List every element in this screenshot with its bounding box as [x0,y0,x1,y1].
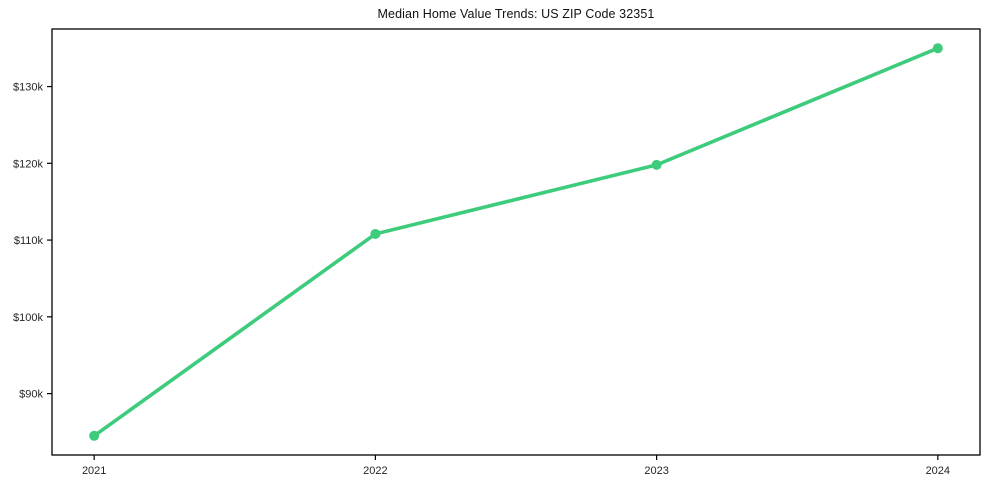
x-tick-label: 2021 [82,465,106,477]
x-tick-label: 2022 [363,465,387,477]
y-tick-label: $120k [13,158,43,170]
y-tick-label: $100k [13,312,43,324]
data-point-2023 [651,159,662,170]
y-tick-label: $90k [19,389,43,401]
x-tick-label: 2024 [926,465,950,477]
x-tick-label: 2023 [644,465,668,477]
data-point-2022 [370,228,381,239]
y-tick-label: $130k [13,82,43,94]
trend-line [92,46,940,438]
y-tick-label: $110k [14,235,44,247]
data-point-2024 [932,43,943,54]
data-point-2021 [89,430,100,441]
plot-border [51,28,981,456]
chart-title: Median Home Value Trends: US ZIP Code 32… [377,7,655,21]
